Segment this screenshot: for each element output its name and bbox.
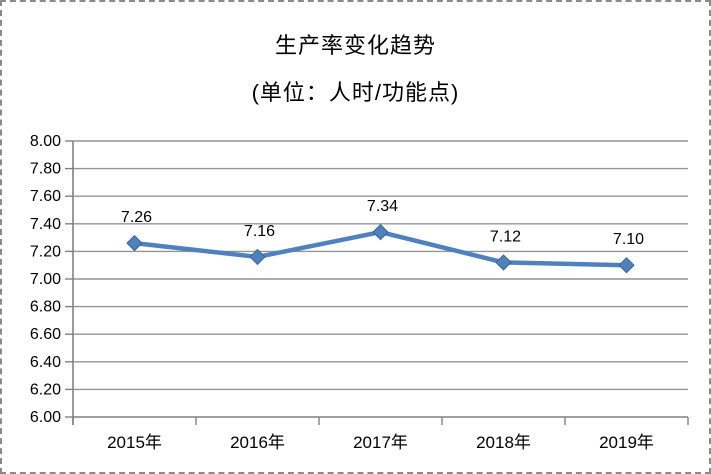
x-axis-label: 2015年 (107, 433, 162, 452)
y-tick-label: 6.40 (30, 354, 61, 371)
y-tick-label: 7.40 (30, 216, 61, 233)
data-point-marker (495, 254, 512, 271)
y-tick-label: 6.80 (30, 299, 61, 316)
y-tick-label: 6.20 (30, 381, 61, 398)
data-label: 7.10 (613, 231, 644, 248)
x-axis-label: 2018年 (476, 433, 531, 452)
y-tick-label: 8.00 (30, 133, 61, 150)
data-label: 7.16 (244, 223, 275, 240)
data-label: 7.34 (367, 198, 398, 215)
y-tick-label: 7.60 (30, 188, 61, 205)
chart-subtitle: (单位：人时/功能点) (251, 80, 460, 105)
data-label: 7.26 (121, 209, 152, 226)
x-axis-label: 2016年 (230, 433, 285, 452)
y-tick-label: 7.20 (30, 243, 61, 260)
data-point-marker (249, 248, 266, 266)
data-point-marker (618, 256, 635, 274)
x-axis-label: 2017年 (353, 433, 408, 452)
data-point-marker (372, 223, 389, 241)
y-tick-label: 6.00 (30, 409, 61, 426)
y-tick-label: 7.00 (30, 271, 61, 288)
data-point-marker (126, 234, 143, 252)
chart-title: 生产率变化趋势 (274, 33, 436, 58)
y-tick-label: 7.80 (30, 161, 61, 178)
data-label: 7.12 (490, 228, 521, 245)
y-tick-label: 6.60 (30, 326, 61, 343)
x-axis-label: 2019年 (599, 433, 654, 452)
